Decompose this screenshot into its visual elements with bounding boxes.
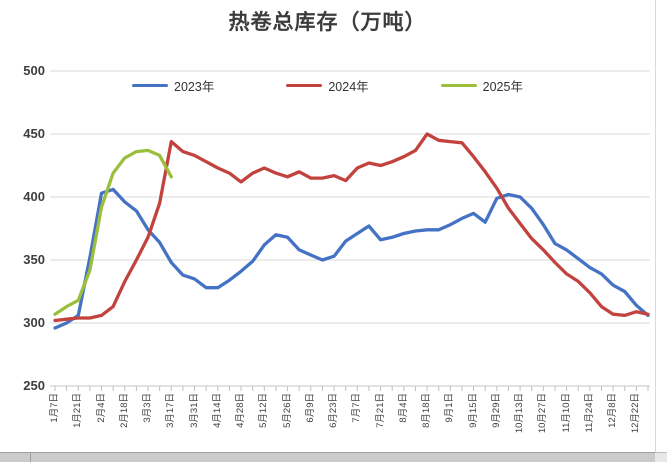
- legend-item-2024[interactable]: 2024年: [286, 76, 369, 95]
- legend-label-2025: 2025年: [482, 80, 523, 94]
- legend-swatch-2024: [286, 83, 323, 88]
- x-axis-label: 9月15日: [467, 393, 479, 428]
- x-axis-label: 11月10日: [560, 393, 572, 433]
- series-2024年-line: [53, 132, 650, 323]
- x-axis-label: 9月29日: [490, 393, 502, 428]
- x-axis-label: 1月21日: [72, 393, 84, 428]
- x-axis-label: 7月21日: [374, 393, 386, 428]
- legend-swatch-2023: [132, 83, 169, 88]
- x-axis-label: 9月1日: [444, 393, 456, 423]
- x-axis-label: 3月31日: [188, 393, 200, 428]
- x-axis-label: 8月4日: [397, 393, 409, 423]
- scrollbar-corner: [655, 452, 667, 462]
- legend-swatch-2025: [440, 83, 477, 88]
- x-axis-label: 8月18日: [421, 393, 433, 428]
- x-axis-label: 2月4日: [95, 393, 107, 423]
- y-axis-label-300: 300: [23, 315, 45, 330]
- y-axis-label-350: 350: [23, 252, 45, 267]
- scrollbar-horizontal[interactable]: [0, 452, 655, 462]
- x-axis-label: 6月9日: [304, 393, 316, 423]
- x-axis-label: 5月26日: [281, 393, 293, 428]
- y-axis-label-250: 250: [23, 378, 45, 393]
- legend: 2023年 2024年 2025年: [0, 76, 655, 95]
- x-axis-label: 7月7日: [351, 393, 363, 423]
- series-2025年-line: [53, 148, 173, 316]
- series-2023年-line: [53, 187, 650, 330]
- x-axis-label: 11月24日: [583, 393, 595, 433]
- x-axis-label: 1月7日: [49, 393, 60, 423]
- x-axis-label: 4月28日: [235, 393, 247, 428]
- legend-item-2025[interactable]: 2025年: [440, 76, 523, 95]
- chart-title: 热卷总库存（万吨）: [228, 11, 427, 34]
- x-axis-label: 5月12日: [258, 393, 270, 428]
- x-axis-label: 4月14日: [211, 393, 223, 428]
- x-axis-label: 3月17日: [165, 393, 177, 428]
- legend-label-2024: 2024年: [328, 80, 369, 94]
- x-axis-label: 10月27日: [537, 393, 549, 434]
- y-axis-label-400: 400: [23, 189, 45, 204]
- legend-item-2023[interactable]: 2023年: [132, 76, 214, 95]
- x-axis-label: 12月22日: [630, 393, 642, 434]
- window-right-border: [655, 0, 656, 452]
- y-axis-label-500: 500: [23, 63, 45, 78]
- legend-label-2023: 2023年: [174, 80, 215, 94]
- x-axis-label: 3月3日: [142, 393, 154, 423]
- x-axis-label: 10月13日: [514, 393, 526, 434]
- x-axis-label: 6月23日: [328, 393, 340, 428]
- x-axis-label: 12月8日: [607, 393, 619, 428]
- scrollbar-divider: [30, 453, 31, 462]
- x-axis-label: 2月18日: [118, 393, 130, 428]
- y-axis-label-450: 450: [23, 126, 45, 141]
